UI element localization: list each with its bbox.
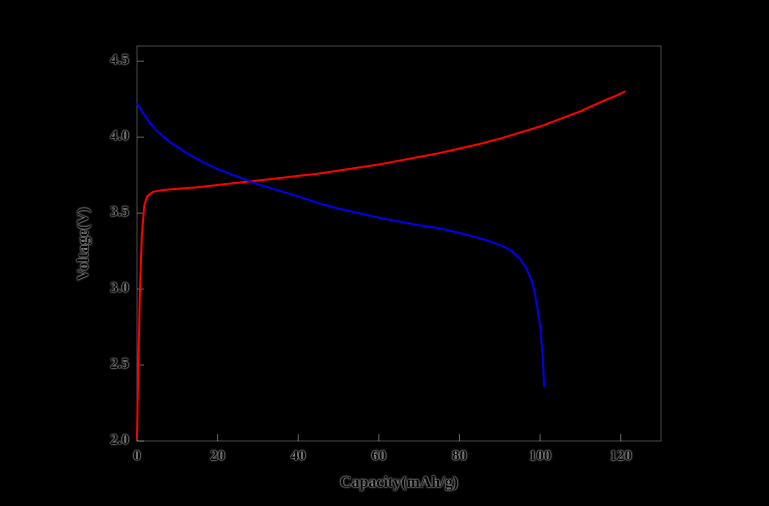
- y-tick-label: 4.5: [110, 52, 129, 69]
- x-tick-label: 60: [371, 448, 387, 464]
- charge-curve: [136, 90, 626, 439]
- x-axis-title: Capacity(mAh/g): [339, 474, 459, 491]
- y-tick-label: 2.5: [110, 356, 129, 373]
- y-tick-label: 2.0: [110, 432, 129, 448]
- y-tick-label: 4.0: [110, 128, 129, 145]
- y-tick-label: 3.5: [110, 204, 129, 221]
- x-tick-label: 40: [290, 448, 306, 464]
- x-tick-label: 0: [133, 448, 141, 464]
- x-tick-label: 100: [528, 448, 552, 464]
- x-tick-label: 80: [451, 448, 467, 464]
- x-tick-label: 20: [210, 448, 226, 464]
- x-tick-label: 120: [609, 448, 632, 464]
- y-tick-label: 3.0: [110, 280, 129, 297]
- discharge-curve: [136, 102, 546, 388]
- plot-frame: [136, 45, 662, 442]
